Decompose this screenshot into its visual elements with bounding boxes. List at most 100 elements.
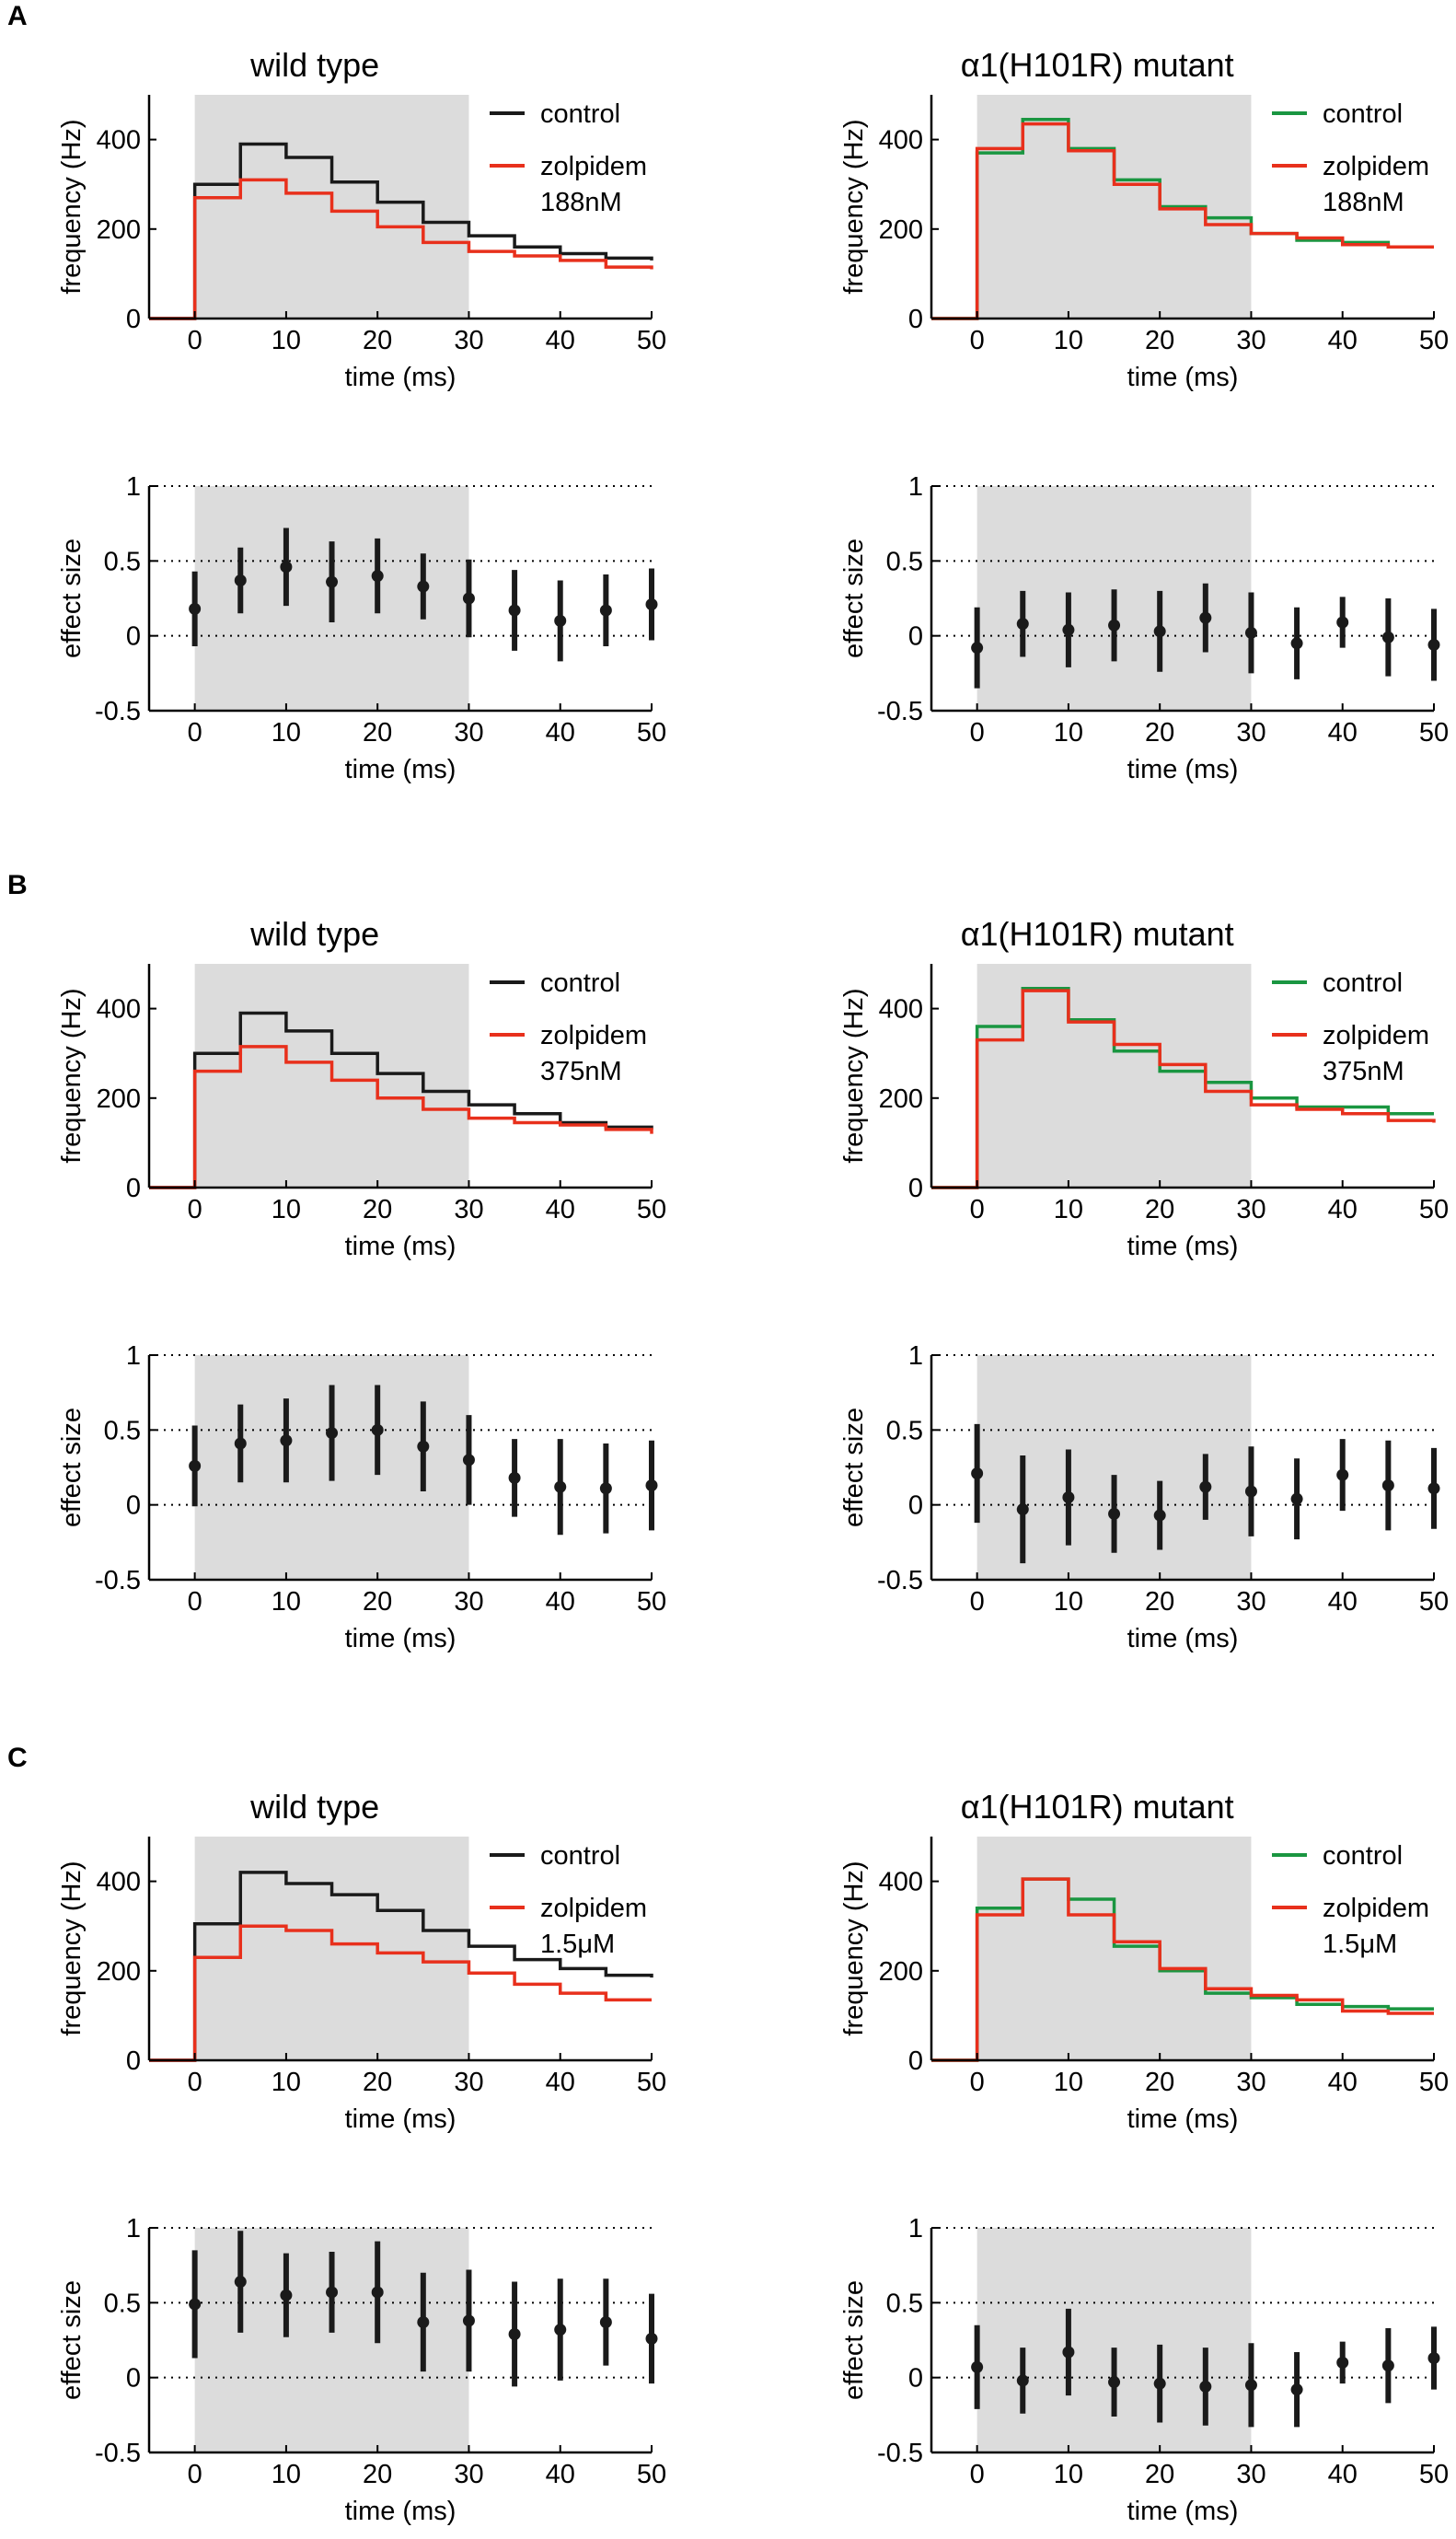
x-tick-label: 20 [363,326,392,355]
x-tick-label: 50 [637,2068,666,2097]
y-tick-label: -0.5 [95,2439,141,2468]
x-tick-label: 50 [1419,718,1449,748]
x-axis-label: time (ms) [1127,363,1239,392]
mean-point [1108,2376,1121,2389]
y-tick-label: 200 [97,1957,141,1987]
x-tick-label: 50 [637,1195,666,1224]
mean-point [417,580,430,593]
x-tick-label: 0 [188,2068,202,2097]
legend-label-zolpidem: zolpidem [540,1021,647,1050]
x-tick-label: 20 [363,2068,392,2097]
legend-label-control: control [1323,99,1403,129]
mean-point [326,2286,339,2299]
x-tick-label: 40 [546,1195,575,1224]
series-line-control [149,1011,653,1189]
mean-point [417,2315,430,2328]
mean-point [234,574,247,586]
series-line-zolpidem [931,989,1436,1189]
frequency-chart: α1(H101R) mutant control zolpidem 375nM 0 10 2… [839,915,1449,1261]
x-tick-label: 40 [546,2068,575,2097]
y-axis-label: frequency (Hz) [839,119,869,294]
y-tick-label: -0.5 [95,697,141,726]
mean-point [599,1482,612,1495]
chart-title: wild type [249,1788,379,1826]
y-axis-label: effect size [57,2280,87,2400]
x-tick-label: 10 [1054,2068,1083,2097]
panel-label: B [7,870,28,900]
mean-point [1199,611,1212,624]
y-tick-label: 1 [126,472,141,502]
x-tick-label: 0 [188,1195,202,1224]
effect-size-chart: 0 10 20 30 40 50 time (ms) -0.5 0 0.5 1 effect size [839,2214,1449,2526]
x-tick-label: 30 [1236,1195,1265,1224]
x-tick-label: 10 [1054,1195,1083,1224]
legend-label-control: control [540,968,620,998]
mean-point [1336,1468,1349,1481]
mean-point [1199,2380,1212,2393]
mean-point [1108,619,1121,632]
mean-point [1244,2379,1257,2392]
legend-label-control: control [540,1841,620,1871]
mean-point [1336,616,1349,629]
chart-title: α1(H101R) mutant [961,46,1234,84]
x-tick-label: 40 [546,326,575,355]
x-axis-label: time (ms) [1127,1232,1239,1261]
legend-label-control: control [1323,968,1403,998]
mean-point [189,2298,202,2311]
y-axis-label: frequency (Hz) [839,1861,869,2035]
y-tick-label: 400 [879,995,923,1025]
series-line-zolpidem [149,1045,653,1189]
x-tick-label: 40 [1328,326,1358,355]
stimulus-window [976,964,1252,1188]
series-line-control [149,1871,653,2062]
mean-point [371,2286,384,2299]
chart-title: α1(H101R) mutant [961,915,1234,953]
mean-point [1427,638,1440,651]
x-tick-label: 10 [272,1587,301,1617]
legend-dose: 375nM [540,1057,622,1086]
mean-point [234,2276,247,2289]
x-tick-label: 20 [363,1195,392,1224]
legend-dose: 188nM [540,188,622,217]
y-tick-label: 400 [97,126,141,156]
mean-point [1153,625,1166,638]
x-tick-label: 20 [1145,2068,1174,2097]
x-tick-label: 10 [272,2068,301,2097]
x-tick-label: 30 [454,1195,483,1224]
x-tick-label: 20 [1145,2460,1174,2489]
legend-dose: 375nM [1323,1057,1404,1086]
mean-point [1336,2356,1349,2369]
y-axis-label: effect size [57,539,87,658]
x-tick-label: 50 [1419,2460,1449,2489]
x-tick-label: 30 [1236,326,1265,355]
legend-dose: 1.5μM [1323,1930,1397,1959]
series-line-zolpidem [149,1924,652,2062]
mean-point [280,1434,293,1447]
x-axis-label: time (ms) [1127,2497,1239,2526]
mean-point [189,602,202,615]
x-tick-label: 30 [1236,1587,1265,1617]
x-tick-label: 0 [970,326,985,355]
mean-point [1290,2383,1303,2396]
mean-point [280,2289,293,2301]
x-tick-label: 0 [970,2460,985,2489]
x-tick-label: 30 [454,2460,483,2489]
y-tick-label: 0.5 [886,2289,923,2318]
mean-point [508,2327,521,2340]
mean-point [1153,1509,1166,1522]
mean-point [971,642,984,655]
chart-title: wild type [249,915,379,953]
y-tick-label: 0 [908,622,923,652]
y-tick-label: -0.5 [95,1566,141,1595]
y-tick-label: 200 [97,1084,141,1114]
mean-point [645,598,658,611]
mean-point [1290,637,1303,650]
series-line-control [149,142,653,320]
y-tick-label: 1 [908,2214,923,2243]
y-tick-label: 1 [908,1341,923,1371]
y-tick-label: 400 [879,126,923,156]
x-axis-label: time (ms) [345,2497,456,2526]
x-tick-label: 30 [454,718,483,748]
